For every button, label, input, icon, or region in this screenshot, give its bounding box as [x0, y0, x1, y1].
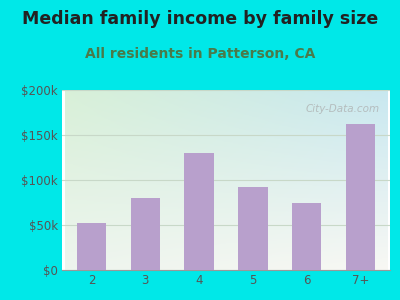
Text: Median family income by family size: Median family income by family size — [22, 11, 378, 28]
Bar — [130, 198, 160, 270]
Bar — [346, 124, 375, 270]
Bar — [77, 223, 106, 270]
Text: City-Data.com: City-Data.com — [306, 104, 380, 114]
Bar — [292, 203, 322, 270]
Text: All residents in Patterson, CA: All residents in Patterson, CA — [85, 46, 315, 61]
Bar — [238, 187, 268, 270]
Bar — [184, 153, 214, 270]
